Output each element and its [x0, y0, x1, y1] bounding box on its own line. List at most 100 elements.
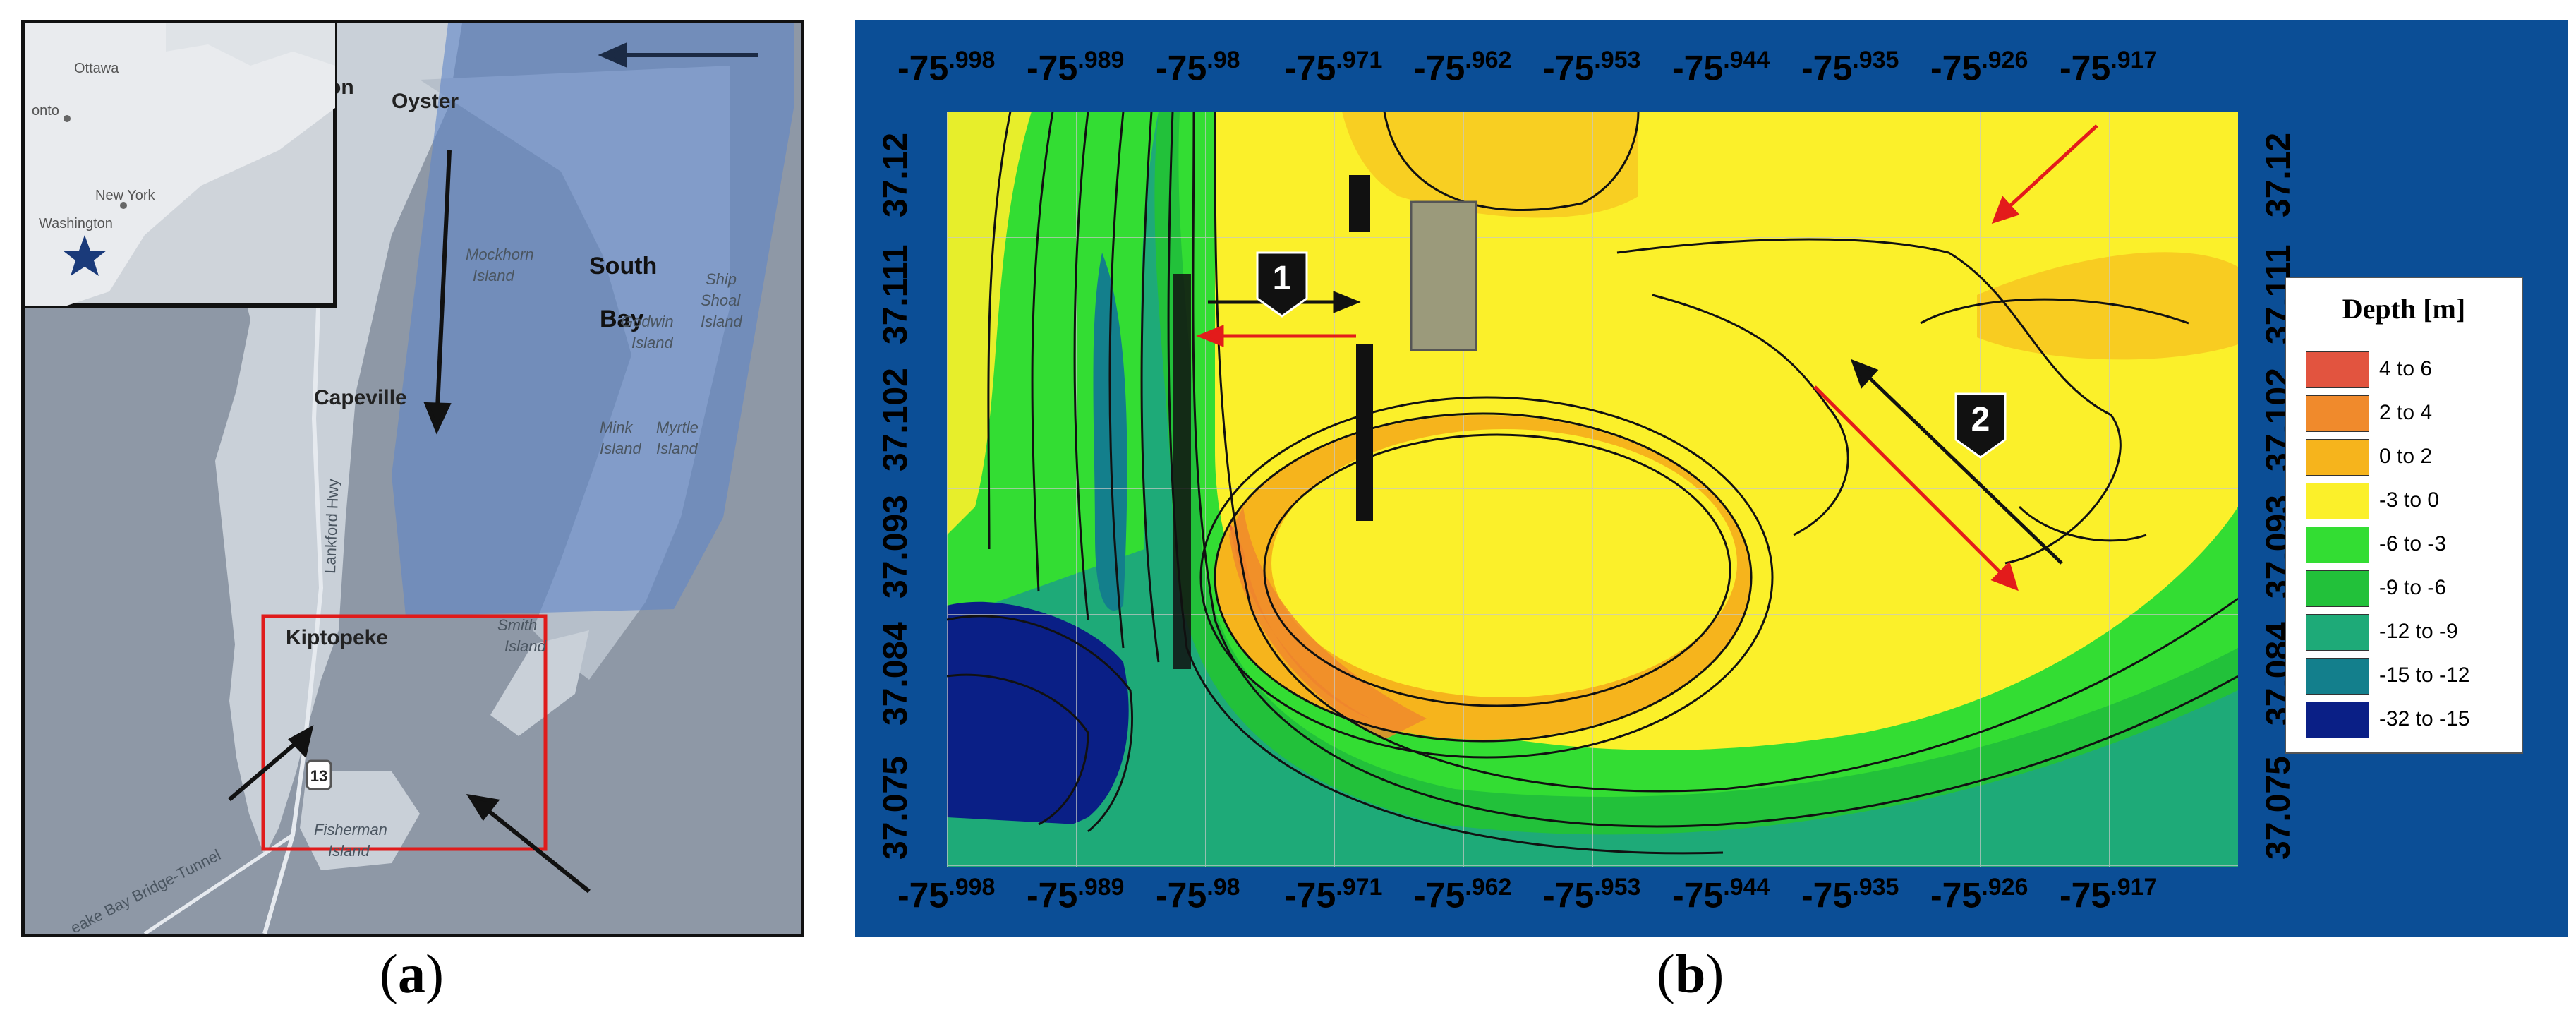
legend-label: -15 to -12 [2379, 663, 2470, 687]
x-tick-top: -75.998 [897, 47, 996, 88]
caption-a: (a) [380, 943, 444, 1004]
x-tick-top: -75.971 [1285, 47, 1383, 88]
place-label-island: Island [656, 440, 698, 457]
legend-swatch [2306, 614, 2369, 651]
arrow-icon [423, 150, 452, 435]
inset-map: Ottawa onto New York Washington [25, 23, 337, 308]
legend-swatch [2306, 483, 2369, 519]
x-tick-bottom: -75.962 [1414, 874, 1512, 915]
y-tick-left: 37.111 [877, 244, 914, 344]
route-label: 13 [310, 767, 327, 785]
fisherman-island-land [300, 771, 420, 870]
place-label-mink: Mink [600, 419, 633, 436]
y-tick-left: 37.084 [877, 622, 914, 726]
star-icon [63, 235, 107, 276]
x-tick-top: -75.917 [2060, 47, 2158, 88]
legend-swatch [2306, 702, 2369, 738]
road-label-lankford: Lankford Hwy [321, 479, 342, 574]
place-label-island: Island [473, 267, 514, 284]
x-tick-top: -75.953 [1543, 47, 1641, 88]
legend-label: 2 to 4 [2379, 401, 2433, 424]
place-label-south: South [589, 253, 657, 279]
caption-b: (b) [1657, 943, 1724, 1004]
place-label-shoal: Shoal [701, 291, 741, 309]
legend-label: -3 to 0 [2379, 488, 2440, 512]
place-label-island: Island [504, 637, 546, 655]
legend-swatch [2306, 570, 2369, 607]
legend-item: 4 to 6 [2306, 349, 2517, 391]
location-map-panel: 13 Oyster on South Bay Capeville Kiptope… [21, 20, 804, 937]
bathymetry-map-panel: -75.998 -75.989 -75.98 -75.971 -75.962 -75.95… [855, 20, 2568, 937]
legend-label: -9 to -6 [2379, 576, 2447, 599]
x-tick-bottom: -75.998 [897, 874, 996, 915]
place-label-godwin: Godwin [621, 313, 674, 330]
y-tick-left: 37.093 [877, 495, 914, 599]
x-tick-bottom: -75.944 [1672, 874, 1770, 915]
y-tick-left: 37.12 [877, 132, 914, 217]
arrow-icon [1850, 359, 2063, 565]
y-tick-right: 37.075 [2260, 756, 2297, 860]
route-shield-icon [306, 759, 332, 790]
legend-swatch [2306, 527, 2369, 563]
legend-swatch [2306, 658, 2369, 695]
place-label-island: Island [701, 313, 742, 330]
marker-2: 2 [1954, 392, 2007, 459]
placement-site-box [1410, 200, 1477, 351]
arrow-icon [1991, 124, 2098, 224]
inset-label-washington: Washington [39, 216, 113, 232]
x-tick-bottom: -75.971 [1285, 874, 1383, 915]
jetty-structure [1349, 175, 1370, 232]
legend-label: -6 to -3 [2379, 532, 2447, 555]
arrow-icon [228, 725, 314, 802]
place-label-kiptopeke: Kiptopeke [286, 626, 388, 649]
legend-item: 0 to 2 [2306, 436, 2517, 479]
place-label-ship: Ship [706, 270, 737, 288]
study-region-shade [392, 23, 794, 616]
x-tick-top: -75.935 [1801, 47, 1899, 88]
bathymetry-plot: 1 2 [947, 112, 2238, 867]
x-tick-bottom: -75.926 [1930, 874, 2028, 915]
place-label-island: Island [600, 440, 641, 457]
legend-title: Depth [m] [2342, 293, 2466, 325]
inset-label-onto: onto [32, 103, 59, 119]
arrow-icon [1196, 325, 1356, 347]
place-label-myrtle: Myrtle [656, 419, 699, 436]
island-labels: Mockhorn Island Ship Shoal Island Godwin… [314, 246, 742, 860]
legend-swatch [2306, 351, 2369, 388]
x-tick-top: -75.962 [1414, 47, 1512, 88]
place-label-oyster: Oyster [392, 90, 459, 113]
place-label-mockhorn: Mockhorn [466, 246, 534, 263]
smith-island-land [490, 630, 589, 736]
place-label-island: Island [328, 842, 370, 860]
bridge-road [143, 833, 294, 934]
place-label-island: Island [631, 334, 673, 351]
x-tick-bottom: -75.98 [1156, 874, 1240, 915]
y-tick-left: 37.102 [877, 368, 914, 471]
x-tick-top: -75.944 [1672, 47, 1770, 88]
depth-legend: Depth [m] 4 to 6 2 to 4 0 to 2 -3 to 0 -6 to… [2285, 277, 2523, 754]
jetty-structure [1356, 344, 1373, 521]
marker-1: 1 [1256, 251, 1308, 318]
legend-label: -12 to -9 [2379, 620, 2458, 643]
legend-label: 4 to 6 [2379, 357, 2433, 380]
inset-label-new-york: New York [95, 188, 155, 203]
location-map: 13 Oyster on South Bay Capeville Kiptope… [25, 23, 801, 934]
legend-label: 0 to 2 [2379, 445, 2433, 468]
legend-item: 2 to 4 [2306, 392, 2517, 435]
place-label-fisherman: Fisherman [314, 821, 387, 838]
legend-label: -32 to -15 [2379, 707, 2470, 731]
y-tick-left: 37.075 [877, 756, 914, 860]
legend-item: -3 to 0 [2306, 480, 2517, 522]
x-tick-bottom: -75.989 [1027, 874, 1125, 915]
arrow-icon [598, 42, 758, 68]
legend-item: -15 to -12 [2306, 655, 2517, 697]
legend-item: -32 to -15 [2306, 699, 2517, 741]
x-tick-top: -75.926 [1930, 47, 2028, 88]
study-area-box [261, 614, 548, 851]
x-tick-top: -75.989 [1027, 47, 1125, 88]
marker-1-label: 1 [1273, 260, 1292, 297]
marker-2-label: 2 [1971, 401, 1990, 438]
legend-item: -12 to -9 [2306, 611, 2517, 654]
x-tick-bottom: -75.935 [1801, 874, 1899, 915]
legend-item: -6 to -3 [2306, 524, 2517, 566]
